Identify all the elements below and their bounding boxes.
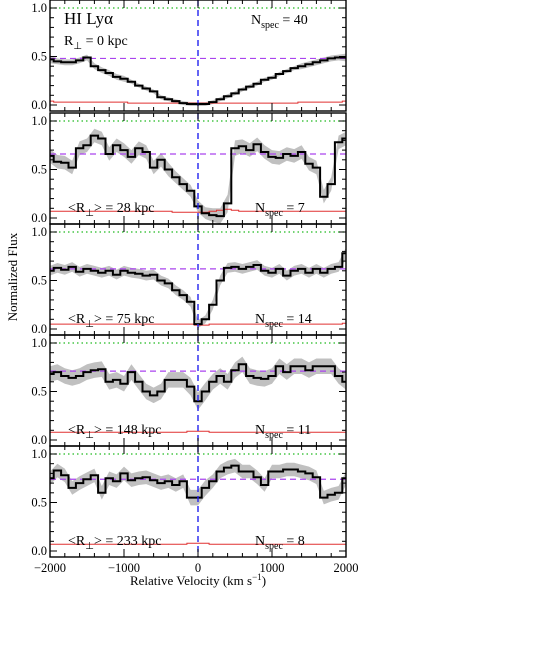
panel-nspec-label: Nspec = 40	[251, 13, 308, 31]
flux-spectrum	[50, 363, 346, 403]
x-axis-title: Relative Velocity (km s−1)	[130, 572, 266, 588]
panel-plot-area	[50, 446, 346, 557]
error-spectrum	[50, 208, 346, 213]
panel-radius-label: R⊥ = 0 kpc	[64, 34, 128, 52]
panel-5: 0.0 0.5 1.0 <R⊥> = 233 kpc Nspec = 8	[31, 445, 347, 558]
radius-label-sub: ⊥	[85, 430, 94, 441]
nspec-label-post: = 40	[279, 13, 308, 28]
y-tick-label: 0.5	[31, 274, 47, 288]
y-tick-label: 1.0	[31, 225, 47, 239]
nspec-label-pre: N	[255, 534, 265, 549]
y-tick-label: 1.0	[31, 1, 47, 15]
x-tick-label: 2000	[334, 561, 359, 575]
nspec-label-post: = 11	[283, 423, 311, 438]
y-tick-label: 0.5	[31, 496, 47, 510]
panel-plot-area	[50, 113, 346, 224]
panel-nspec-label: Nspec = 8	[255, 534, 305, 552]
uncertainty-band	[50, 53, 346, 106]
y-tick-label: 0.0	[31, 322, 47, 336]
nspec-label-pre: N	[255, 201, 265, 216]
radius-label-sub: ⊥	[73, 41, 82, 52]
radius-label-pre: <R	[68, 201, 86, 216]
panel-radius-label: <R⊥> = 233 kpc	[68, 534, 161, 552]
uncertainty-band	[50, 247, 346, 328]
error-spectrum	[50, 542, 346, 545]
y-tick-label: 1.0	[31, 114, 47, 128]
y-tick-label: 1.0	[31, 447, 47, 461]
panel-4: 0.0 0.5 1.0 <R⊥> = 148 kpc Nspec = 11	[31, 334, 347, 447]
nspec-label-sub: spec	[265, 319, 283, 330]
y-tick-label: 0.5	[31, 50, 47, 64]
radius-label-sub: ⊥	[85, 208, 94, 219]
nspec-label-post: = 8	[283, 534, 305, 549]
x-axis-title-sup: −1	[252, 572, 262, 582]
panel-radius-label: <R⊥> = 75 kpc	[68, 312, 154, 330]
y-tick-label: 0.0	[31, 98, 47, 112]
nspec-label-sub: spec	[265, 208, 283, 219]
radius-label-post: > = 233 kpc	[94, 534, 162, 549]
radius-label-pre: R	[64, 34, 74, 49]
error-spectrum	[50, 430, 346, 433]
x-tick-label: 0	[195, 561, 201, 575]
radius-label-pre: <R	[68, 312, 86, 327]
panel-2: 0.0 0.5 1.0 <R⊥> = 28 kpc Nspec = 7	[31, 112, 347, 225]
nspec-label-sub: spec	[265, 541, 283, 552]
panel-nspec-label: Nspec = 7	[255, 201, 305, 219]
y-tick-label: 1.0	[31, 336, 47, 350]
nspec-label-sub: spec	[265, 430, 283, 441]
panel-nspec-label: Nspec = 14	[255, 312, 312, 330]
nspec-label-post: = 7	[283, 201, 305, 216]
panel-1: 0.0 0.5 1.0 HI Lyα R⊥ = 0 kpc Nspec = 40	[31, 0, 347, 112]
uncertainty-band	[50, 128, 346, 224]
nspec-label-sub: spec	[261, 20, 279, 31]
nspec-label-pre: N	[255, 423, 265, 438]
nspec-label-pre: N	[251, 13, 261, 28]
radius-label-post: = 0 kpc	[82, 34, 128, 49]
radius-label-post: > = 148 kpc	[94, 423, 162, 438]
radius-label-pre: <R	[68, 534, 86, 549]
nspec-label-pre: N	[255, 312, 265, 327]
radius-label-pre: <R	[68, 423, 86, 438]
radius-label-post: > = 75 kpc	[94, 312, 155, 327]
panel-radius-label: <R⊥> = 148 kpc	[68, 423, 161, 441]
panel-3: 0.0 0.5 1.0 <R⊥> = 75 kpc Nspec = 14	[31, 223, 347, 336]
x-tick-labels: −2000 −1000 0 1000 2000	[34, 561, 359, 575]
x-tick-label: 1000	[260, 561, 285, 575]
uncertainty-band	[50, 356, 346, 410]
y-tick-label: 0.0	[31, 211, 47, 225]
flux-spectrum	[50, 464, 346, 499]
x-tick-label: −1000	[108, 561, 140, 575]
panel-plot-area	[50, 224, 346, 335]
y-axis-title: Normalized Flux	[5, 232, 20, 321]
radius-label-post: > = 28 kpc	[94, 201, 155, 216]
panel-radius-label: <R⊥> = 28 kpc	[68, 201, 154, 219]
x-tick-label: −2000	[34, 561, 66, 575]
x-axis-title-end: )	[262, 573, 266, 588]
y-tick-label: 0.5	[31, 385, 47, 399]
panel-plot-area	[50, 335, 346, 446]
panel-title-label: HI Lyα	[64, 9, 113, 28]
nspec-label-post: = 14	[283, 312, 312, 327]
y-tick-label: 0.5	[31, 163, 47, 177]
y-tick-label: 0.0	[31, 433, 47, 447]
x-axis-title-main: Relative Velocity (km s	[130, 573, 252, 588]
y-tick-label: 0.0	[31, 544, 47, 558]
radius-label-sub: ⊥	[85, 541, 94, 552]
panel-nspec-label: Nspec = 11	[255, 423, 311, 441]
radius-label-sub: ⊥	[85, 319, 94, 330]
